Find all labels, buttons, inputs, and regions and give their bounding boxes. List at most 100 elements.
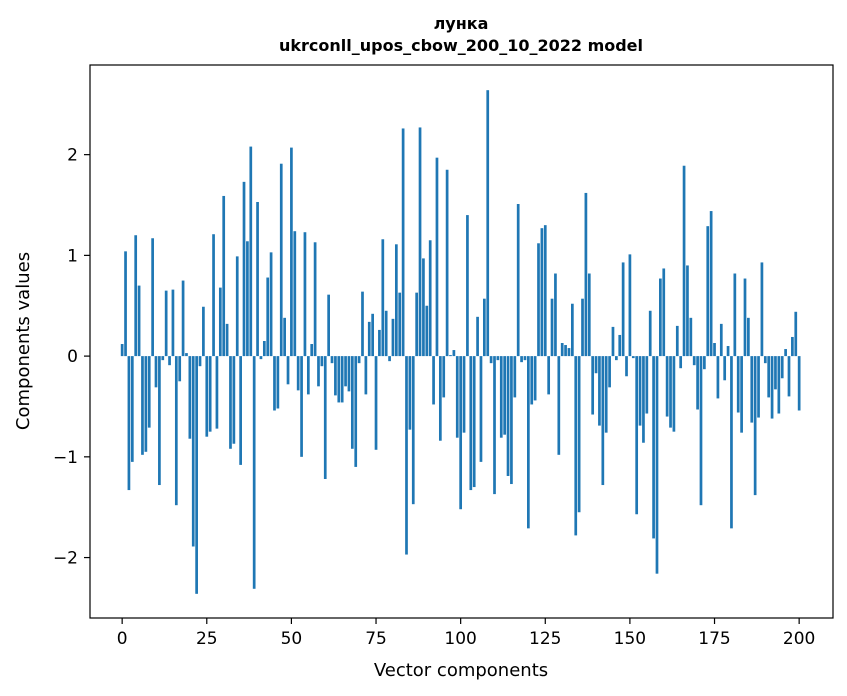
bar <box>476 316 479 357</box>
bar <box>191 356 195 547</box>
bar <box>269 252 273 357</box>
bar <box>675 325 679 357</box>
bar <box>286 356 290 385</box>
bar <box>682 165 686 357</box>
bar <box>161 356 165 361</box>
bar <box>713 343 716 357</box>
bar <box>537 243 540 357</box>
bar <box>709 211 713 357</box>
bar <box>235 256 239 357</box>
bar <box>587 273 591 357</box>
bar <box>361 291 364 357</box>
bar <box>466 215 469 357</box>
bar <box>344 356 347 387</box>
bar <box>493 356 496 495</box>
bar <box>645 356 649 414</box>
bar <box>232 356 236 444</box>
bar <box>401 128 405 357</box>
bar <box>601 356 605 486</box>
y-tick-label: 0 <box>67 347 78 367</box>
bar <box>774 356 777 390</box>
bar <box>208 356 212 432</box>
bar <box>411 356 415 505</box>
bar <box>354 356 358 467</box>
bar <box>218 287 222 357</box>
bar <box>202 306 205 357</box>
bar <box>256 201 259 357</box>
bar <box>283 317 286 357</box>
plot-area-frame <box>89 64 834 619</box>
bar <box>459 356 463 510</box>
bar <box>276 356 280 409</box>
bar <box>567 348 571 357</box>
bar <box>594 356 598 374</box>
bar <box>496 356 500 361</box>
bar <box>171 289 175 357</box>
bar <box>347 356 351 392</box>
x-axis-label: Vector components <box>374 660 548 681</box>
bar <box>394 244 398 357</box>
bar <box>452 350 456 357</box>
bar <box>198 356 202 367</box>
bar <box>300 356 303 457</box>
y-axis-label: Components values <box>13 252 34 430</box>
bar <box>662 268 666 357</box>
bar <box>750 356 754 423</box>
bar <box>689 317 693 357</box>
bar <box>479 356 483 462</box>
bar <box>780 356 784 379</box>
bar <box>530 356 534 405</box>
bar <box>293 231 297 357</box>
bar <box>631 356 635 359</box>
bar <box>259 356 263 360</box>
bar <box>577 356 581 513</box>
bar <box>127 356 131 491</box>
bar <box>391 318 395 357</box>
y-tick-label: 1 <box>67 246 78 266</box>
bar <box>753 356 757 496</box>
y-tick-label: −1 <box>53 448 78 468</box>
bar <box>618 334 622 357</box>
bar <box>405 356 408 555</box>
bar <box>266 277 270 357</box>
bar <box>374 356 378 450</box>
bar <box>777 356 781 414</box>
bar <box>665 356 669 417</box>
bar <box>168 356 171 366</box>
bar <box>141 356 144 455</box>
bar <box>740 356 743 433</box>
bar <box>134 235 138 357</box>
bar <box>124 251 127 357</box>
bar <box>469 356 473 491</box>
bar <box>699 356 703 506</box>
bar <box>313 242 317 357</box>
bar <box>323 356 327 479</box>
bar <box>747 317 750 357</box>
bar <box>137 285 141 357</box>
x-tick-label: 100 <box>444 629 476 649</box>
x-tick-label: 25 <box>196 629 218 649</box>
bar <box>239 356 242 465</box>
bar <box>212 234 215 357</box>
bar <box>499 356 503 438</box>
bar <box>445 169 449 357</box>
bar <box>364 356 368 395</box>
bar <box>317 356 320 387</box>
bar <box>767 356 771 398</box>
bar <box>340 356 344 403</box>
bar <box>733 273 737 357</box>
bar <box>181 280 185 357</box>
bar <box>628 254 632 357</box>
bar <box>760 262 764 357</box>
bar <box>174 356 178 506</box>
bar <box>225 323 229 357</box>
bar <box>188 356 192 439</box>
bar <box>560 343 564 357</box>
bar <box>523 356 527 361</box>
bar <box>557 356 561 455</box>
bar <box>791 336 794 357</box>
bar <box>794 311 798 357</box>
bar <box>770 356 774 419</box>
bar <box>327 294 330 357</box>
